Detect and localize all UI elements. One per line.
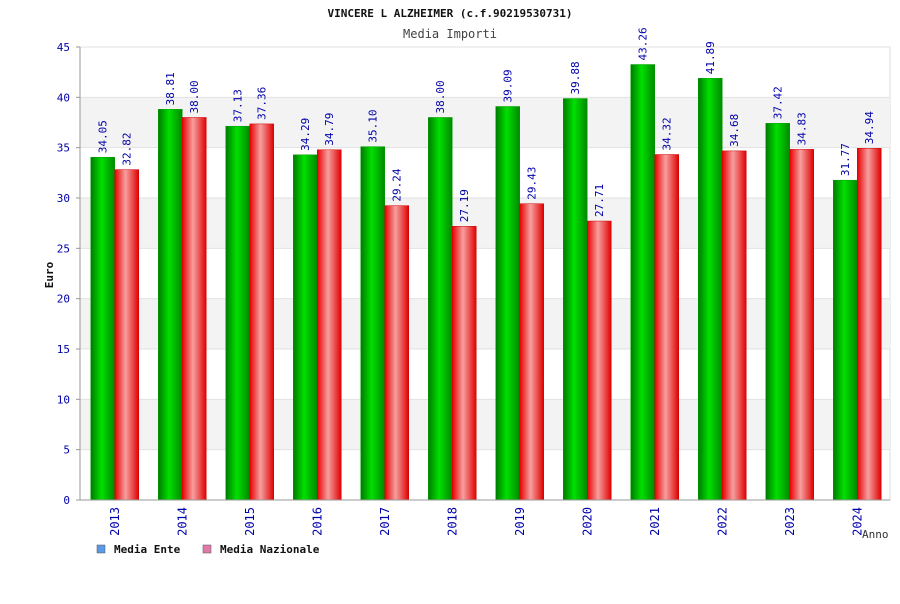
bar-data-label: 38.81 (164, 72, 177, 105)
y-tick-label: 20 (57, 293, 70, 306)
bar-data-label: 37.42 (772, 86, 785, 119)
legend-label-media-nazionale: Media Nazionale (220, 543, 320, 556)
x-axis-label: Anno (862, 528, 889, 541)
y-axis-label: Euro (43, 261, 56, 288)
plot-band (80, 198, 890, 249)
bar-data-label: 39.88 (569, 61, 582, 94)
chart-subtitle: Media Importi (403, 27, 497, 41)
bar-media-ente (225, 125, 250, 501)
legend-item-media-nazionale: Media Nazionale (202, 543, 320, 556)
bar-media-ente (833, 179, 858, 501)
x-tick-label: 2024 (850, 507, 864, 536)
bar-data-label: 39.09 (502, 69, 515, 102)
bar-data-label: 34.32 (661, 117, 674, 150)
bar-media-nazionale (722, 150, 747, 501)
bar-data-label: 37.36 (256, 87, 269, 120)
legend-item-media-ente: Media Ente (96, 543, 181, 556)
bars-group (90, 64, 882, 501)
x-tick-label: 2022 (715, 507, 729, 536)
bar-media-nazionale (384, 205, 409, 501)
y-tick-label: 15 (57, 343, 70, 356)
plot-band (80, 298, 890, 349)
bar-media-nazionale (519, 203, 544, 501)
bar-media-nazionale (114, 169, 139, 501)
y-tick-label: 25 (57, 242, 70, 255)
bar-media-nazionale (317, 149, 342, 501)
y-axis-ticks: 0 5 10 15 20 25 30 35 40 45 (57, 41, 80, 507)
bar-media-ente (293, 154, 318, 501)
bar-media-nazionale (654, 154, 679, 501)
x-tick-label: 2017 (378, 507, 392, 536)
bar-media-ente (698, 78, 723, 501)
bar-media-ente (158, 109, 183, 501)
plot-background (79, 46, 891, 501)
bar-media-nazionale (452, 226, 477, 501)
y-tick-label: 5 (63, 444, 70, 457)
bar-data-label: 38.00 (434, 80, 447, 113)
x-axis-ticks: 2013 2014 2015 2016 2017 2018 2019 2020 2021 2022… (108, 507, 865, 536)
x-tick-label: 2021 (648, 507, 662, 536)
y-tick-label: 0 (63, 494, 70, 507)
bar-media-ente (765, 123, 790, 501)
bar-data-label: 37.13 (232, 89, 245, 122)
bar-data-label: 27.71 (593, 184, 606, 217)
bar-media-ente (428, 117, 453, 501)
bar-data-label: 43.26 (637, 27, 650, 60)
x-tick-label: 2014 (175, 507, 189, 536)
bar-data-label: 34.29 (299, 118, 312, 151)
bar-media-nazionale (182, 117, 207, 501)
y-tick-label: 10 (57, 393, 70, 406)
x-tick-label: 2023 (783, 507, 797, 536)
bar-data-label: 34.68 (728, 114, 741, 147)
bar-media-nazionale (587, 220, 612, 501)
bar-media-nazionale (249, 123, 274, 501)
plot-band (80, 97, 890, 148)
x-tick-label: 2018 (445, 507, 459, 536)
bar-data-label: 32.82 (121, 132, 134, 165)
bar-media-ente (563, 98, 588, 501)
bar-data-label: 27.19 (458, 189, 471, 222)
legend: Media Ente Media Nazionale (96, 543, 320, 556)
bar-data-label: 41.89 (704, 41, 717, 74)
x-tick-label: 2020 (580, 507, 594, 536)
legend-swatch-media-ente (96, 544, 106, 554)
y-tick-label: 35 (57, 142, 70, 155)
y-tick-label: 30 (57, 192, 70, 205)
bar-media-ente (630, 64, 655, 501)
y-tick-label: 45 (57, 41, 70, 54)
bar-media-ente (90, 156, 115, 501)
bar-media-nazionale (857, 148, 882, 501)
x-tick-label: 2015 (243, 507, 257, 536)
bar-data-label: 38.00 (188, 80, 201, 113)
bar-data-label: 34.05 (97, 120, 110, 153)
bar-data-label: 29.24 (391, 168, 404, 201)
bar-data-label: 31.77 (839, 143, 852, 176)
bar-media-nazionale (789, 149, 814, 501)
bar-media-ente (495, 106, 520, 501)
x-tick-label: 2016 (310, 507, 324, 536)
bar-data-label: 34.79 (323, 113, 336, 146)
x-tick-label: 2019 (513, 507, 527, 536)
bar-data-label: 35.10 (367, 110, 380, 143)
y-tick-label: 40 (57, 91, 70, 104)
bar-media-ente (360, 146, 385, 501)
legend-swatch-media-nazionale (202, 544, 212, 554)
bar-data-label: 29.43 (526, 167, 539, 200)
bar-data-label: 34.83 (796, 112, 809, 145)
gridlines (80, 46, 890, 451)
x-tick-label: 2013 (108, 507, 122, 536)
bar-data-label: 34.94 (863, 111, 876, 144)
plot-band (80, 399, 890, 450)
data-labels-group: 34.05 32.82 38.81 38.00 37.13 37.36 34.29 34.79… (97, 27, 877, 222)
chart-title: VINCERE L ALZHEIMER (c.f.90219530731) (327, 7, 572, 20)
legend-label-media-ente: Media Ente (114, 543, 181, 556)
